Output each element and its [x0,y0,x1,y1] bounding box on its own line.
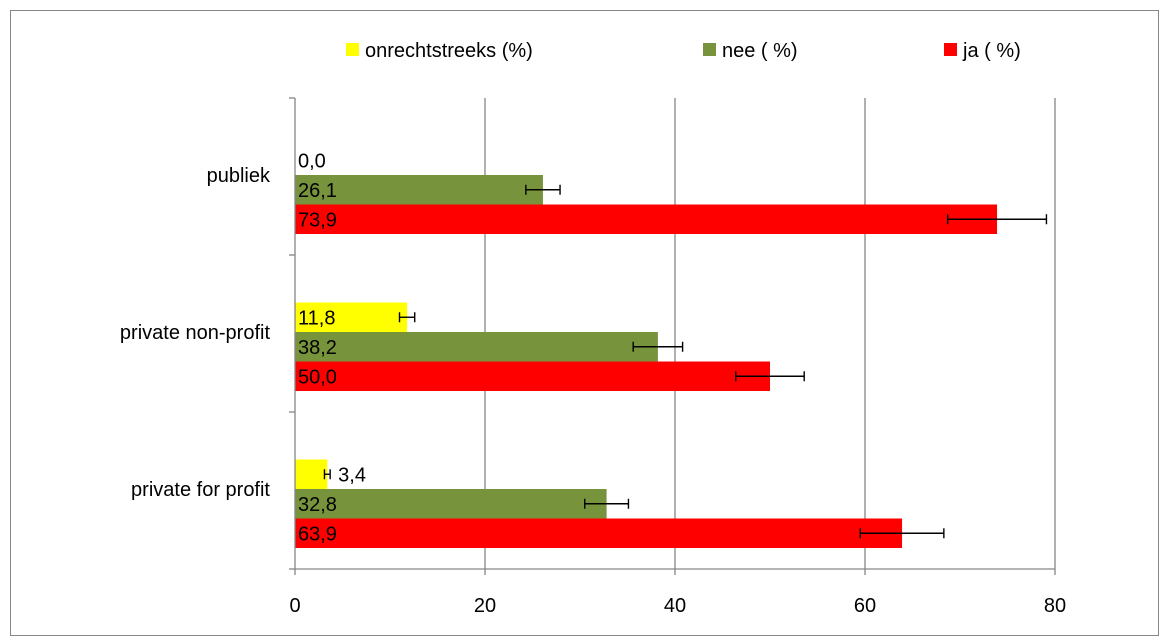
data-label-private-non-profit-2: 50,0 [298,366,337,388]
labels: 0 20 40 60 80 publiek 0,0 26,1 73,9 private non-p… [120,150,1066,617]
data-label-private-non-profit-1: 38,2 [298,337,337,359]
x-tick-label-80: 80 [1044,595,1066,617]
x-tick-label-60: 60 [854,595,876,617]
legend: onrechtstreeks (%) nee ( %) ja ( %) [346,40,1021,62]
legend-swatch-1 [703,43,716,56]
data-label-publiek-2: 73,9 [298,209,337,231]
data-label-private-non-profit-0: 11,8 [298,307,335,329]
bar-private-for-profit-1 [295,489,607,519]
data-label-private-for-profit-0: 3,4 [338,464,366,486]
data-label-private-for-profit-1: 32,8 [298,494,337,516]
bar-publiek-1 [295,175,543,205]
legend-label-2: ja ( %) [962,40,1021,62]
bar-private-non-profit-0 [295,302,408,332]
x-tick-label-20: 20 [474,595,496,617]
data-label-private-for-profit-2: 63,9 [298,523,337,545]
x-tick-label-0: 0 [289,595,300,617]
data-label-publiek-1: 26,1 [298,180,337,202]
category-label-private-non-profit: private non-profit [120,322,271,344]
category-label-publiek: publiek [207,165,271,187]
bar-publiek-2 [295,204,998,234]
legend-swatch-2 [944,43,957,56]
bar-private-for-profit-0 [295,459,328,489]
data-label-publiek-0: 0,0 [298,150,326,172]
x-tick-label-40: 40 [664,595,686,617]
legend-label-1: nee ( %) [722,40,798,62]
bars [295,175,1048,548]
legend-label-0: onrechtstreeks (%) [365,40,533,62]
category-label-private-for-profit: private for profit [131,479,270,501]
bar-private-for-profit-2 [295,518,903,548]
bar-private-non-profit-1 [295,332,658,362]
legend-swatch-0 [346,43,359,56]
bar-private-non-profit-2 [295,361,770,391]
axes [289,97,1056,575]
